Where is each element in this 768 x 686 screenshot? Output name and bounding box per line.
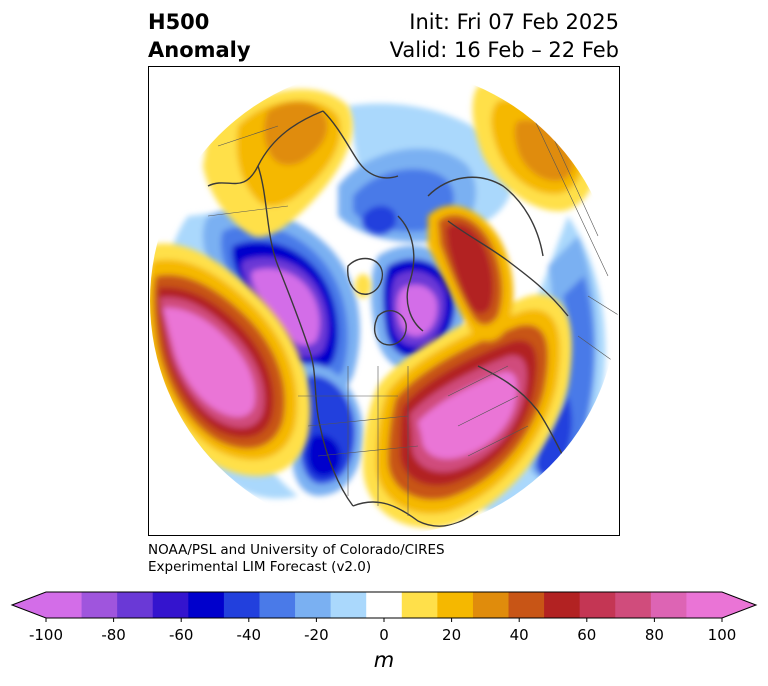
colorbar-unit-label: m	[373, 648, 395, 672]
colorbar-bin	[544, 592, 581, 618]
credit-line-2: Experimental LIM Forecast (v2.0)	[148, 559, 372, 575]
colorbar-bin	[615, 592, 652, 618]
data-credit: NOAA/PSL and University of Colorado/CIRE…	[148, 542, 445, 576]
colorbar-bin	[366, 592, 403, 618]
credit-line-1: NOAA/PSL and University of Colorado/CIRE…	[148, 542, 445, 558]
colorbar-bin	[117, 592, 154, 618]
colorbar-bin	[295, 592, 332, 618]
colorbar-tick-label: 60	[577, 626, 596, 644]
colorbar-tick-label: -100	[29, 626, 63, 644]
colorbar-tick-label: -60	[169, 626, 194, 644]
colorbar-bin	[401, 592, 438, 618]
colorbar-bin	[223, 592, 260, 618]
colorbar: -100 -80 -60 -40 -20 0 20 40 60 80 100	[10, 591, 758, 644]
colorbar-tick-label: 80	[645, 626, 664, 644]
colorbar-bin	[46, 592, 83, 618]
colorbar-bin	[437, 592, 474, 618]
colorbar-tick-label: 40	[510, 626, 529, 644]
map-title: H500 Anomaly	[148, 8, 251, 64]
colorbar-min-extend	[12, 592, 46, 618]
colorbar-tick-label: -20	[304, 626, 329, 644]
colorbar-bin	[152, 592, 189, 618]
anomaly-map	[148, 66, 620, 536]
colorbar-tick-label: -40	[237, 626, 262, 644]
colorbar-bin	[330, 592, 367, 618]
colorbar-bin	[686, 592, 723, 618]
title-line-2: Anomaly	[148, 38, 251, 62]
colorbar-tick-label: -80	[101, 626, 126, 644]
colorbar-bin	[259, 592, 296, 618]
valid-date: Valid: 16 Feb – 22 Feb	[389, 38, 619, 62]
colorbar-bin	[579, 592, 616, 618]
title-line-1: H500	[148, 10, 210, 34]
forecast-dates: Init: Fri 07 Feb 2025 Valid: 16 Feb – 22…	[390, 8, 619, 64]
colorbar-tick-label: 100	[708, 626, 737, 644]
colorbar-max-extend	[722, 592, 756, 618]
init-date: Init: Fri 07 Feb 2025	[409, 10, 619, 34]
colorbar-bin	[508, 592, 545, 618]
colorbar-bin	[81, 592, 118, 618]
colorbar-tick-label: 20	[442, 626, 461, 644]
colorbar-tick-label: 0	[379, 626, 389, 644]
colorbar-bin	[650, 592, 687, 618]
colorbar-bin	[188, 592, 225, 618]
colorbar-bin	[472, 592, 510, 618]
